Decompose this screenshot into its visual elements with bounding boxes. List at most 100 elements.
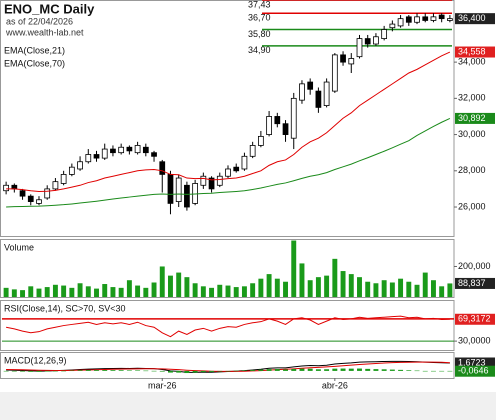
bar bbox=[209, 287, 215, 297]
bar bbox=[315, 369, 321, 371]
bar bbox=[340, 368, 346, 371]
bar bbox=[20, 370, 26, 372]
legend-entry: EMA(Close,21) bbox=[4, 45, 65, 55]
series-line bbox=[6, 51, 451, 192]
bar bbox=[20, 290, 26, 297]
bar bbox=[414, 284, 420, 297]
value-badge-label: 34,558 bbox=[458, 46, 486, 56]
bar bbox=[447, 283, 453, 297]
bar bbox=[118, 370, 124, 371]
candle-body bbox=[118, 146, 125, 154]
bar bbox=[414, 370, 420, 372]
bar bbox=[291, 368, 297, 371]
bar bbox=[102, 284, 108, 297]
candle-body bbox=[430, 16, 437, 21]
bar bbox=[266, 274, 272, 297]
source: www.wealth-lab.net bbox=[5, 27, 84, 37]
candle-body bbox=[315, 90, 322, 108]
bar bbox=[324, 275, 330, 297]
candle-body bbox=[60, 174, 67, 184]
value-badge-label: 30,892 bbox=[458, 113, 486, 123]
bar bbox=[36, 370, 42, 372]
value-badge-label: 88,837 bbox=[458, 278, 486, 288]
bar bbox=[77, 370, 83, 371]
candle-body bbox=[348, 58, 355, 65]
candle-body bbox=[159, 161, 166, 175]
candle-body bbox=[68, 166, 75, 175]
bar bbox=[61, 285, 67, 297]
bar bbox=[381, 369, 387, 371]
bar bbox=[85, 286, 91, 297]
bar bbox=[315, 277, 321, 297]
pane bbox=[0, 352, 455, 379]
bar bbox=[291, 240, 297, 297]
bar bbox=[200, 370, 206, 373]
bar bbox=[340, 271, 346, 297]
chart-subtitle: as of 22/04/2026 bbox=[6, 16, 73, 26]
bar bbox=[110, 287, 116, 297]
bar bbox=[11, 370, 17, 372]
bar bbox=[299, 368, 305, 371]
candle-body bbox=[447, 18, 453, 21]
bar bbox=[373, 369, 379, 371]
candle-body bbox=[3, 184, 9, 192]
bar bbox=[422, 272, 428, 297]
bar bbox=[61, 370, 67, 372]
bar bbox=[176, 370, 182, 373]
pane-title: Volume bbox=[4, 242, 34, 252]
bar bbox=[398, 278, 404, 297]
bar bbox=[69, 370, 75, 372]
candle-body bbox=[216, 175, 223, 186]
candle-body bbox=[331, 54, 338, 92]
candle-body bbox=[389, 23, 396, 29]
bar bbox=[389, 369, 395, 371]
candle-body bbox=[323, 81, 330, 106]
bar bbox=[3, 287, 9, 297]
bar bbox=[258, 278, 264, 297]
x-tick-label: abr-26 bbox=[322, 380, 348, 390]
candle-body bbox=[36, 199, 42, 204]
bar bbox=[52, 370, 58, 372]
bar bbox=[274, 278, 280, 297]
level-label: 36,70 bbox=[248, 13, 271, 23]
candle-body bbox=[299, 83, 305, 101]
bar bbox=[143, 370, 149, 372]
bar bbox=[332, 258, 338, 297]
candle-body bbox=[85, 154, 92, 163]
bar bbox=[168, 370, 173, 373]
candle-body bbox=[340, 54, 346, 63]
bar bbox=[299, 263, 305, 297]
candle-body bbox=[233, 166, 240, 172]
candle-body bbox=[126, 146, 133, 152]
bar bbox=[447, 370, 453, 372]
bar bbox=[151, 370, 157, 372]
candle-body bbox=[241, 155, 248, 170]
candle-body bbox=[290, 97, 297, 139]
x-tick-label: mar-26 bbox=[148, 380, 177, 390]
pane-title: RSI(Close,14), SC>70, SV<30 bbox=[4, 303, 126, 313]
bar bbox=[283, 369, 288, 371]
candle-body bbox=[11, 184, 18, 190]
candle-body bbox=[373, 36, 379, 45]
bar bbox=[225, 370, 231, 372]
bar bbox=[406, 281, 412, 297]
bar bbox=[381, 280, 387, 297]
bar bbox=[102, 370, 108, 371]
bar bbox=[283, 281, 288, 297]
candle-body bbox=[356, 38, 363, 58]
level-label: 34,90 bbox=[248, 45, 271, 55]
value-badge bbox=[455, 357, 495, 369]
value-badge bbox=[455, 112, 495, 124]
value-badge bbox=[455, 277, 495, 289]
candle-body bbox=[44, 188, 51, 199]
value-badge-label: 69,3172 bbox=[458, 314, 491, 324]
bar bbox=[225, 285, 231, 297]
bar bbox=[11, 289, 17, 297]
candle-body bbox=[52, 181, 59, 190]
bar bbox=[430, 280, 436, 297]
candle-body bbox=[151, 152, 157, 157]
bar bbox=[159, 370, 165, 372]
bar bbox=[258, 369, 264, 371]
